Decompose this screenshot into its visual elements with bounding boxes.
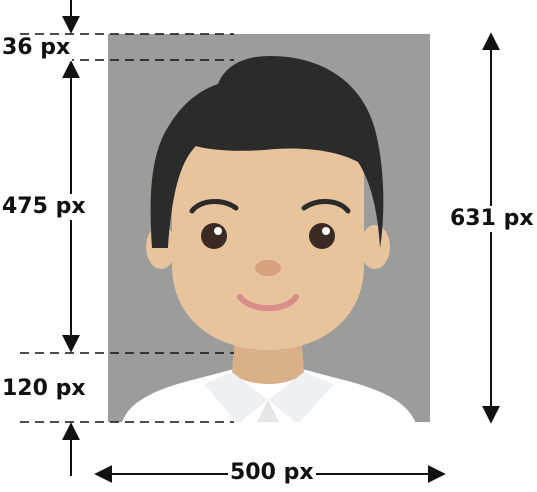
- eye-right-highlight: [322, 227, 330, 235]
- collar-left: [204, 372, 268, 422]
- eye-right: [309, 223, 335, 249]
- top-margin-label: 36 px: [0, 35, 73, 61]
- hair: [150, 56, 384, 248]
- collar-shade: [257, 400, 279, 422]
- face: [172, 112, 364, 350]
- nose: [255, 260, 281, 276]
- bottom-margin-label: 120 px: [0, 376, 88, 402]
- collar-right: [268, 372, 334, 422]
- eyebrow-left: [189, 199, 239, 214]
- face-height-label: 475 px: [0, 194, 88, 220]
- mouth: [237, 294, 299, 312]
- eyebrow-right: [301, 199, 351, 214]
- eye-left-highlight: [214, 227, 222, 235]
- eye-left: [201, 223, 227, 249]
- shirt: [122, 360, 416, 422]
- ear-right: [360, 225, 390, 269]
- total-width-label: 500 px: [228, 460, 316, 486]
- portrait-icon: [122, 56, 416, 422]
- total-height-label: 631 px: [448, 206, 536, 232]
